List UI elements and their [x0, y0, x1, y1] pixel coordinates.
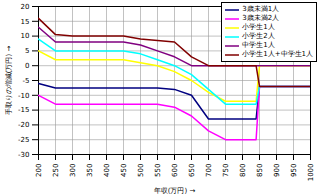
html-text:小学生1人+中学生1人: 小学生1人+中学生1人 — [242, 50, 313, 58]
svg-text:500: 500 — [137, 164, 145, 177]
svg-text:年収(万円) →: 年収(万円) → — [154, 187, 196, 195]
svg-text:1000: 1000 — [307, 164, 315, 182]
svg-text:10: 10 — [21, 32, 30, 40]
svg-text:-10: -10 — [18, 92, 29, 100]
svg-text:-20: -20 — [18, 121, 29, 129]
svg-text:850: 850 — [256, 164, 264, 177]
html-text:3歳未満1人: 3歳未満1人 — [242, 5, 280, 13]
html-text:中学生1人: 中学生1人 — [242, 41, 275, 49]
svg-text:700: 700 — [205, 164, 213, 177]
svg-text:600: 600 — [171, 164, 179, 177]
svg-text:-5: -5 — [23, 77, 30, 85]
html-text:3歳未満2人: 3歳未満2人 — [242, 14, 280, 22]
html-text:小学生2人: 小学生2人 — [242, 32, 275, 40]
svg-text:-15: -15 — [18, 106, 29, 114]
svg-text:750: 750 — [222, 164, 230, 177]
svg-text:900: 900 — [273, 164, 281, 177]
svg-text:650: 650 — [188, 164, 196, 177]
svg-text:550: 550 — [154, 164, 162, 177]
svg-text:250: 250 — [52, 164, 60, 177]
svg-text:-30: -30 — [18, 151, 29, 159]
svg-text:5: 5 — [25, 47, 29, 55]
svg-text:-25: -25 — [18, 136, 29, 144]
svg-text:950: 950 — [290, 164, 298, 177]
svg-text:0: 0 — [25, 62, 29, 70]
svg-text:350: 350 — [86, 164, 94, 177]
svg-text:400: 400 — [103, 164, 111, 177]
svg-text:200: 200 — [35, 164, 43, 177]
svg-text:20: 20 — [21, 3, 30, 11]
svg-text:800: 800 — [239, 164, 247, 177]
html-text:小学生1人: 小学生1人 — [242, 23, 275, 31]
svg-text:450: 450 — [120, 164, 128, 177]
svg-text:300: 300 — [69, 164, 77, 177]
svg-text:手取りの増減(万円) →: 手取りの増減(万円) → — [4, 46, 13, 116]
svg-text:15: 15 — [21, 18, 30, 26]
